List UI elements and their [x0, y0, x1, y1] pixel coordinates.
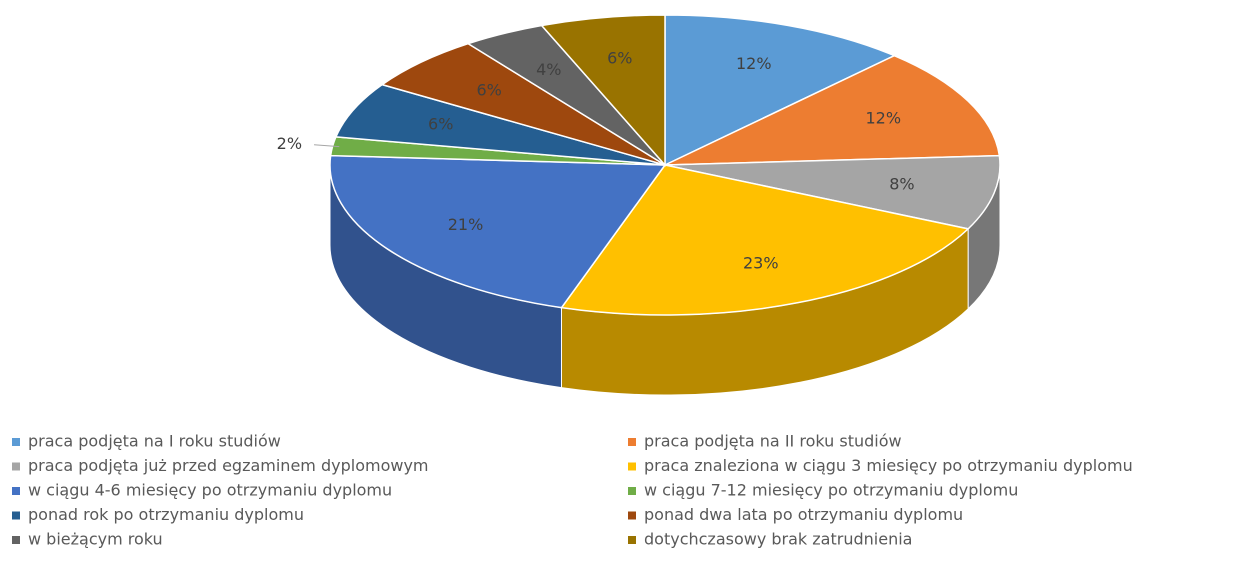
slice [560, 164, 970, 316]
data-label: 6% [476, 81, 501, 100]
legend-swatch [628, 438, 636, 446]
pie-tops [329, 14, 1001, 316]
legend-swatch [628, 536, 636, 544]
slice [664, 154, 1001, 230]
data-label: 21% [448, 215, 484, 234]
legend-label: praca podjęta już przed egzaminem dyplom… [28, 456, 429, 475]
legend-swatch [12, 511, 20, 520]
legend-label: ponad dwa lata po otrzymaniu dyplomu [644, 505, 963, 524]
slice [380, 42, 666, 166]
leader-line [314, 144, 340, 148]
slice [664, 54, 1001, 166]
data-label: 12% [865, 109, 901, 128]
legend-label: w ciągu 7-12 miesięcy po otrzymaniu dypl… [644, 481, 1018, 500]
slice [329, 154, 667, 309]
data-label: 2% [277, 134, 302, 153]
slice [334, 83, 666, 166]
data-label: 4% [536, 60, 561, 79]
legend-label: praca podjęta na I roku studiów [28, 432, 281, 451]
legend-swatch [628, 487, 636, 495]
slice [540, 14, 666, 167]
legend-label: w bieżącym roku [28, 530, 163, 549]
data-label: 6% [428, 115, 453, 134]
legend-label: ponad rok po otrzymaniu dyplomu [28, 505, 304, 524]
data-label: 23% [743, 254, 779, 273]
legend-swatch [628, 511, 636, 520]
data-label: 6% [607, 48, 632, 67]
legend-swatch [12, 462, 20, 471]
data-label: 12% [736, 54, 772, 73]
legend-swatch [12, 536, 20, 544]
legend-swatch [628, 462, 636, 471]
data-label: 8% [889, 175, 914, 194]
legend-label: praca podjęta na II roku studiów [644, 432, 902, 451]
legend-label: praca znaleziona w ciągu 3 miesięcy po o… [644, 456, 1133, 475]
legend-label: w ciągu 4-6 miesięcy po otrzymaniu dyplo… [28, 481, 392, 500]
legend-swatch [12, 438, 20, 446]
legend-label: dotychczasowy brak zatrudnienia [644, 530, 912, 549]
pie-sides [329, 164, 1001, 396]
slice [664, 14, 897, 167]
legend-swatch [12, 487, 20, 495]
